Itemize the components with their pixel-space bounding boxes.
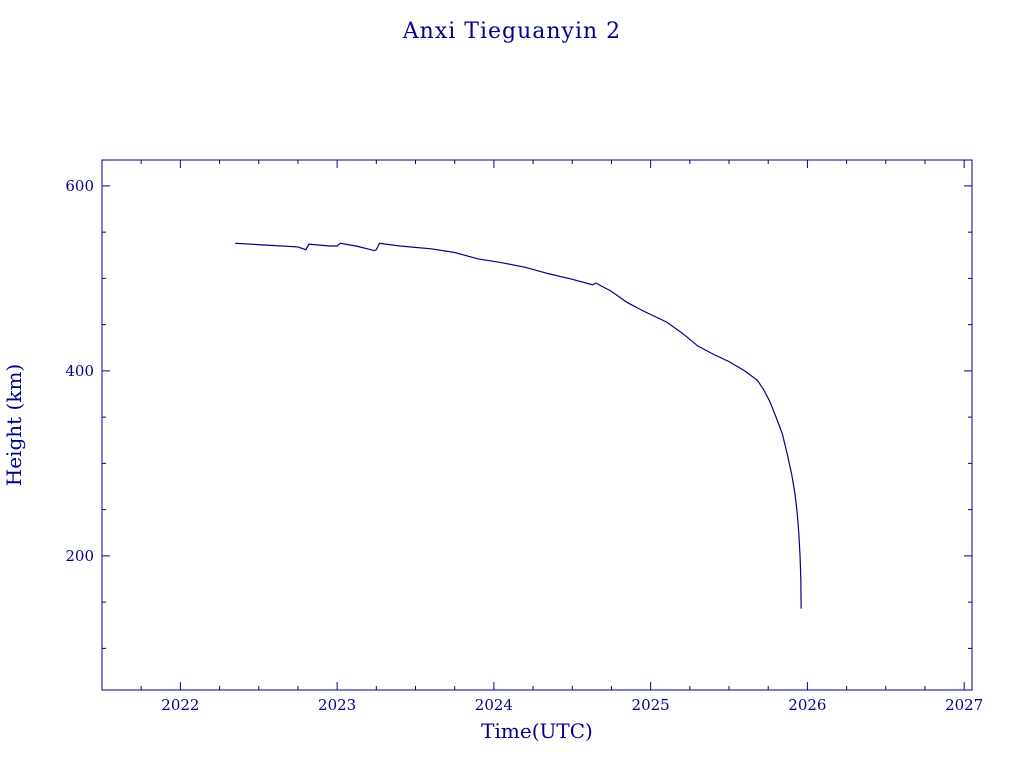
x-tick-label: 2025 <box>632 696 670 714</box>
y-tick-label: 600 <box>65 177 94 195</box>
series-line-height <box>235 242 802 609</box>
y-axis-label: Height (km) <box>2 364 26 486</box>
x-tick-label: 2022 <box>161 696 199 714</box>
y-tick-label: 400 <box>65 362 94 380</box>
tick-labels: 2022 2023 2024 2025 2026 2027 200 400 600 <box>65 177 983 714</box>
chart-title: Anxi Tieguanyin 2 <box>402 19 621 44</box>
y-tick-label: 200 <box>65 547 94 565</box>
major-ticks <box>102 160 972 690</box>
x-tick-label: 2023 <box>318 696 356 714</box>
x-axis-label: Time(UTC) <box>481 719 593 743</box>
minor-ticks <box>102 160 972 690</box>
plot-frame <box>101 159 973 691</box>
x-tick-label: 2027 <box>945 696 983 714</box>
x-tick-label: 2026 <box>788 696 826 714</box>
x-tick-label: 2024 <box>475 696 513 714</box>
